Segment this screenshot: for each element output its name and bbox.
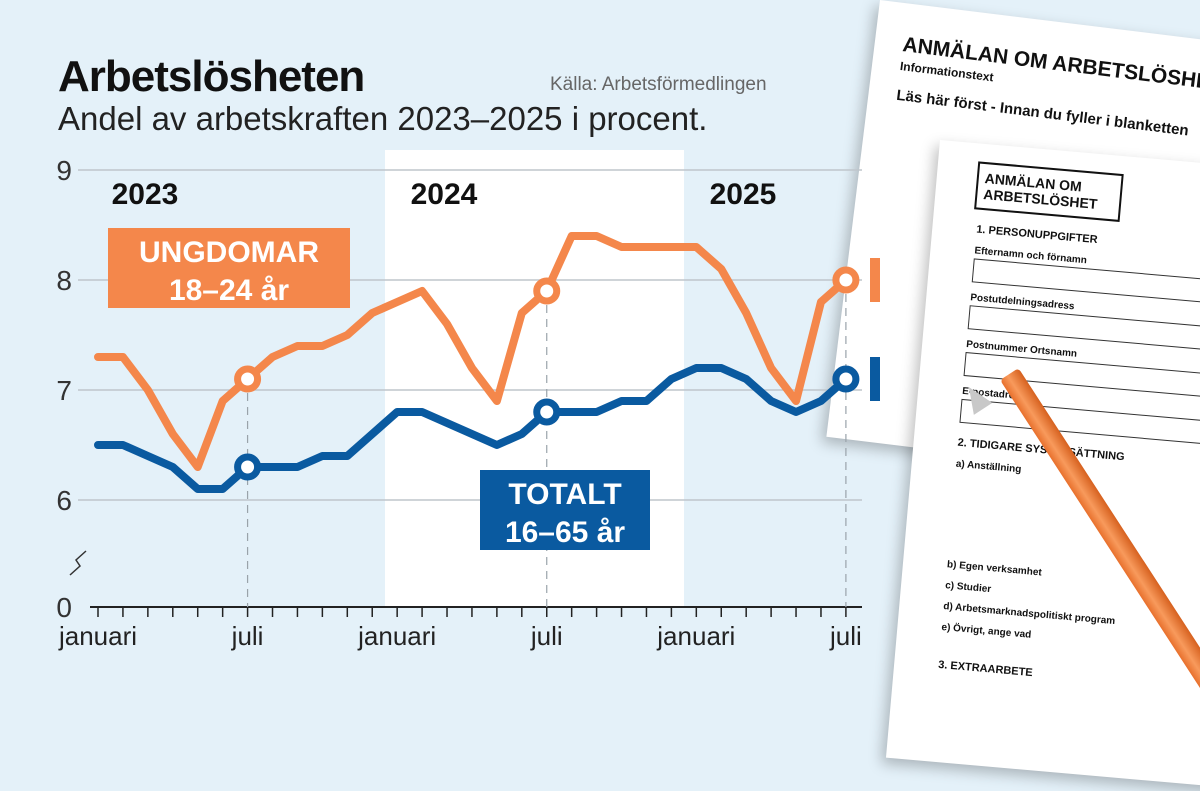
end-value-box [870, 258, 880, 302]
data-point-marker [533, 277, 561, 305]
x-tick-label: juli [231, 621, 264, 651]
series-line-ungdomar [94, 232, 850, 471]
series-line-totalt [94, 364, 850, 493]
year-label: 2024 [411, 178, 478, 211]
x-tick-label: juli [530, 621, 563, 651]
series-label-box-ungdomar [108, 228, 350, 308]
form-paper-front: ANMÄLAN OM ARBETSLÖSHET 1. PERSONUPPGIFT… [885, 140, 1200, 791]
data-point-marker [832, 365, 860, 393]
x-tick-label: januari [58, 621, 137, 651]
line-chart: 0 6 7 8 9 januari juli januari juli januari juli 20… [56, 150, 880, 651]
chart-title: Arbetslösheten [58, 52, 365, 101]
axis-break-icon [69, 550, 87, 576]
series-label-box-totalt [480, 470, 650, 550]
year-label: 2023 [112, 178, 179, 211]
data-point-marker [234, 453, 262, 481]
y-tick-label: 0 [56, 592, 72, 623]
series-label-totalt: 16–65 år [505, 516, 625, 549]
x-tick-label: januari [656, 621, 735, 651]
series-label-ungdomar: UNGDOMAR [139, 236, 319, 269]
end-value-box [870, 357, 880, 401]
y-tick-label: 6 [56, 485, 72, 516]
y-tick-label: 7 [56, 375, 72, 406]
series-label-ungdomar: 18–24 år [169, 274, 289, 307]
x-tick-label: januari [357, 621, 436, 651]
chart-subtitle: Andel av arbetskraften 2023–2025 i proce… [58, 100, 708, 137]
series-label-totalt: TOTALT [508, 478, 621, 511]
x-tick-label: juli [829, 621, 862, 651]
data-point-marker [832, 266, 860, 294]
data-point-marker [533, 398, 561, 426]
year-label: 2025 [710, 178, 777, 211]
data-point-marker [234, 365, 262, 393]
y-tick-label: 8 [56, 265, 72, 296]
y-tick-label: 9 [56, 155, 72, 186]
form-title: ANMÄLAN OM ARBETSLÖSHET [974, 161, 1124, 222]
chart-source: Källa: Arbetsförmedlingen [550, 74, 767, 95]
form-section: 3. EXTRAARBETE [937, 658, 1034, 680]
